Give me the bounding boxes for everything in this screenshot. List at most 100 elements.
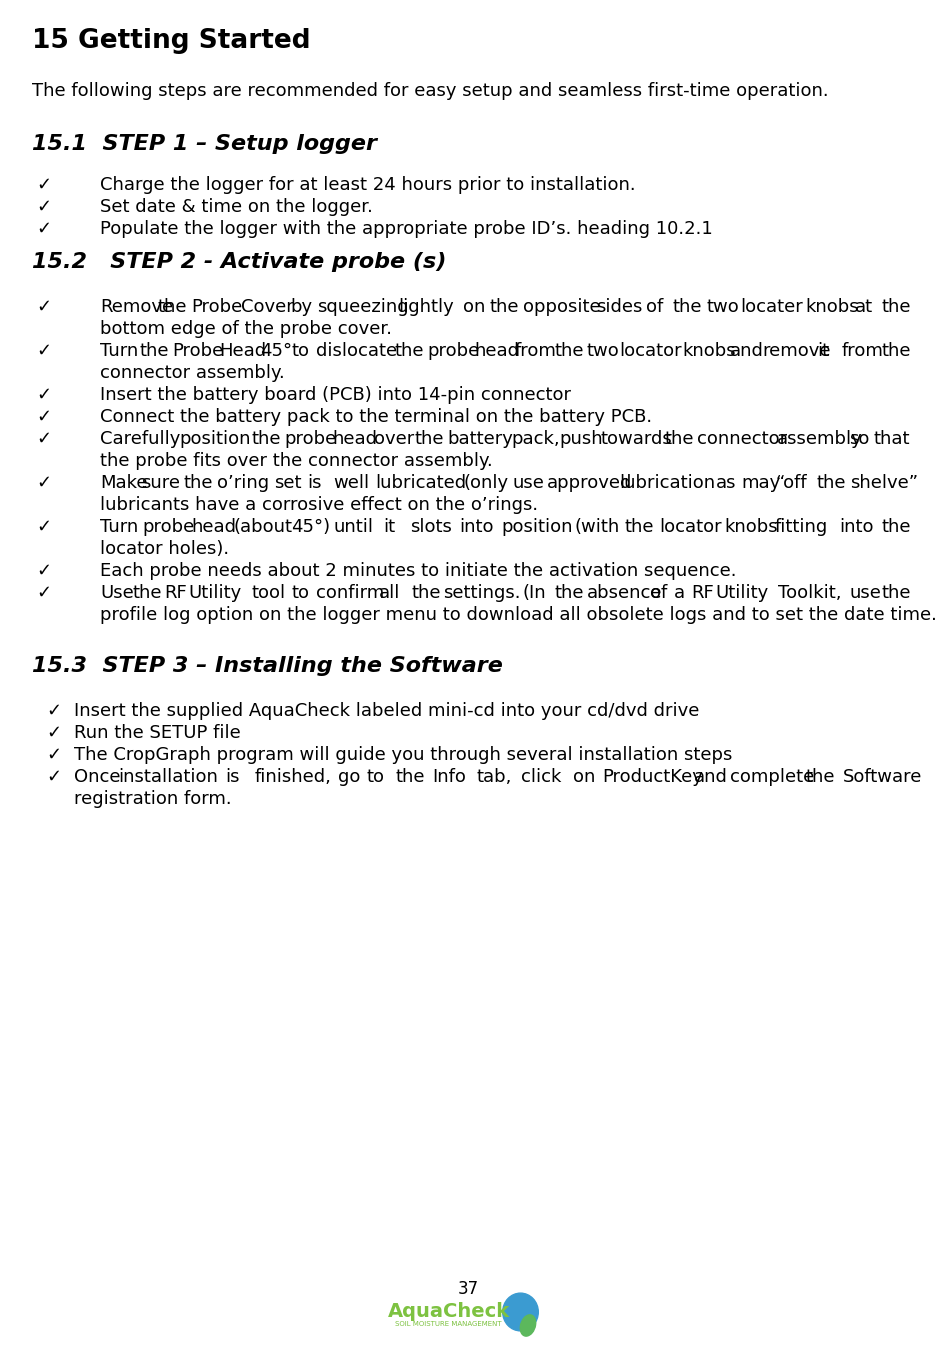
Text: Info: Info [431,768,465,786]
Text: ProductKey: ProductKey [602,768,702,786]
Text: RF: RF [690,584,713,603]
Text: shelve”: shelve” [850,474,917,492]
Text: knobs: knobs [681,342,735,360]
Text: locator holes).: locator holes). [100,541,229,558]
Text: well: well [333,474,370,492]
Text: the: the [881,518,910,537]
Text: locator: locator [658,518,721,537]
Text: tab,: tab, [476,768,511,786]
Text: ✓: ✓ [46,745,61,764]
Text: it: it [816,342,828,360]
Text: lubricants have a corrosive effect on the o’rings.: lubricants have a corrosive effect on th… [100,496,537,514]
Text: lubrication: lubrication [619,474,715,492]
Text: use: use [512,474,544,492]
Text: and: and [729,342,763,360]
Text: all: all [379,584,401,603]
Text: ✓: ✓ [36,298,51,315]
Text: head: head [332,430,377,448]
Text: Cover: Cover [241,298,294,315]
Text: head: head [475,342,519,360]
Text: opposite: opposite [523,298,600,315]
Text: The CropGraph program will guide you through several installation steps: The CropGraph program will guide you thr… [74,745,732,764]
Text: two: two [706,298,739,315]
Text: (with: (with [575,518,620,537]
Text: the: the [395,768,425,786]
Text: Toolkit,: Toolkit, [778,584,841,603]
Text: Software: Software [841,768,921,786]
Text: probe: probe [285,430,336,448]
Text: the: the [411,584,441,603]
Text: go: go [337,768,359,786]
Text: pack,: pack, [510,430,559,448]
Text: ✓: ✓ [46,768,61,786]
Text: Head: Head [219,342,267,360]
Text: the probe fits over the connector assembly.: the probe fits over the connector assemb… [100,452,492,470]
Text: and: and [693,768,726,786]
Text: Carefully: Carefully [100,430,181,448]
Text: connector: connector [696,430,786,448]
Text: sure: sure [141,474,181,492]
Text: The following steps are recommended for easy setup and seamless first-time opera: The following steps are recommended for … [32,82,827,100]
Text: ✓: ✓ [36,474,51,492]
Text: 15 Getting Started: 15 Getting Started [32,28,311,54]
Text: Turn: Turn [100,518,139,537]
Text: the: the [554,342,583,360]
Text: over: over [373,430,414,448]
Text: the: the [881,298,910,315]
Text: into: into [460,518,493,537]
Text: ✓: ✓ [36,386,51,404]
Text: ✓: ✓ [36,220,51,239]
Text: tool: tool [252,584,285,603]
Text: position: position [180,430,251,448]
Text: SOIL MOISTURE MANAGEMENT: SOIL MOISTURE MANAGEMENT [395,1321,502,1326]
Text: it: it [383,518,395,537]
Text: as: as [715,474,735,492]
Text: 15.2   STEP 2 - Activate probe (s): 15.2 STEP 2 - Activate probe (s) [32,252,446,272]
Text: (only: (only [463,474,508,492]
Text: Use: Use [100,584,134,603]
Text: knobs: knobs [724,518,777,537]
Text: (In: (In [522,584,546,603]
Text: dislocate: dislocate [315,342,397,360]
Text: registration form.: registration form. [74,790,231,807]
Text: the: the [132,584,161,603]
Text: RF: RF [164,584,187,603]
Text: the: the [881,584,910,603]
Text: into: into [839,518,873,537]
Text: push: push [559,430,603,448]
Text: position: position [501,518,573,537]
Text: remove: remove [761,342,829,360]
Text: Probe: Probe [172,342,223,360]
Text: the: the [139,342,169,360]
Text: ✓: ✓ [36,584,51,603]
Text: the: the [394,342,424,360]
Text: on: on [462,298,485,315]
Text: Insert the supplied AquaCheck labeled mini-cd into your cd/dvd drive: Insert the supplied AquaCheck labeled mi… [74,702,698,720]
Ellipse shape [502,1293,537,1330]
Text: installation: installation [118,768,218,786]
Text: so: so [848,430,869,448]
Text: Populate the logger with the appropriate probe ID’s. heading 10.2.1: Populate the logger with the appropriate… [100,220,712,239]
Text: use: use [849,584,881,603]
Text: the: the [805,768,835,786]
Text: from: from [514,342,556,360]
Text: is: is [226,768,240,786]
Text: Probe: Probe [191,298,242,315]
Text: o’ring: o’ring [216,474,269,492]
Text: Set date & time on the logger.: Set date & time on the logger. [100,198,373,216]
Text: by: by [290,298,313,315]
Text: ✓: ✓ [36,562,51,580]
Text: (about: (about [234,518,293,537]
Text: settings.: settings. [443,584,520,603]
Text: is: is [307,474,322,492]
Text: to: to [291,584,310,603]
Text: the: the [624,518,653,537]
Text: battery: battery [446,430,512,448]
Text: probe: probe [142,518,194,537]
Text: the: the [672,298,701,315]
Text: the: the [554,584,583,603]
Text: lubricated: lubricated [374,474,466,492]
Text: the: the [251,430,281,448]
Text: that: that [873,430,910,448]
Text: a: a [674,584,684,603]
